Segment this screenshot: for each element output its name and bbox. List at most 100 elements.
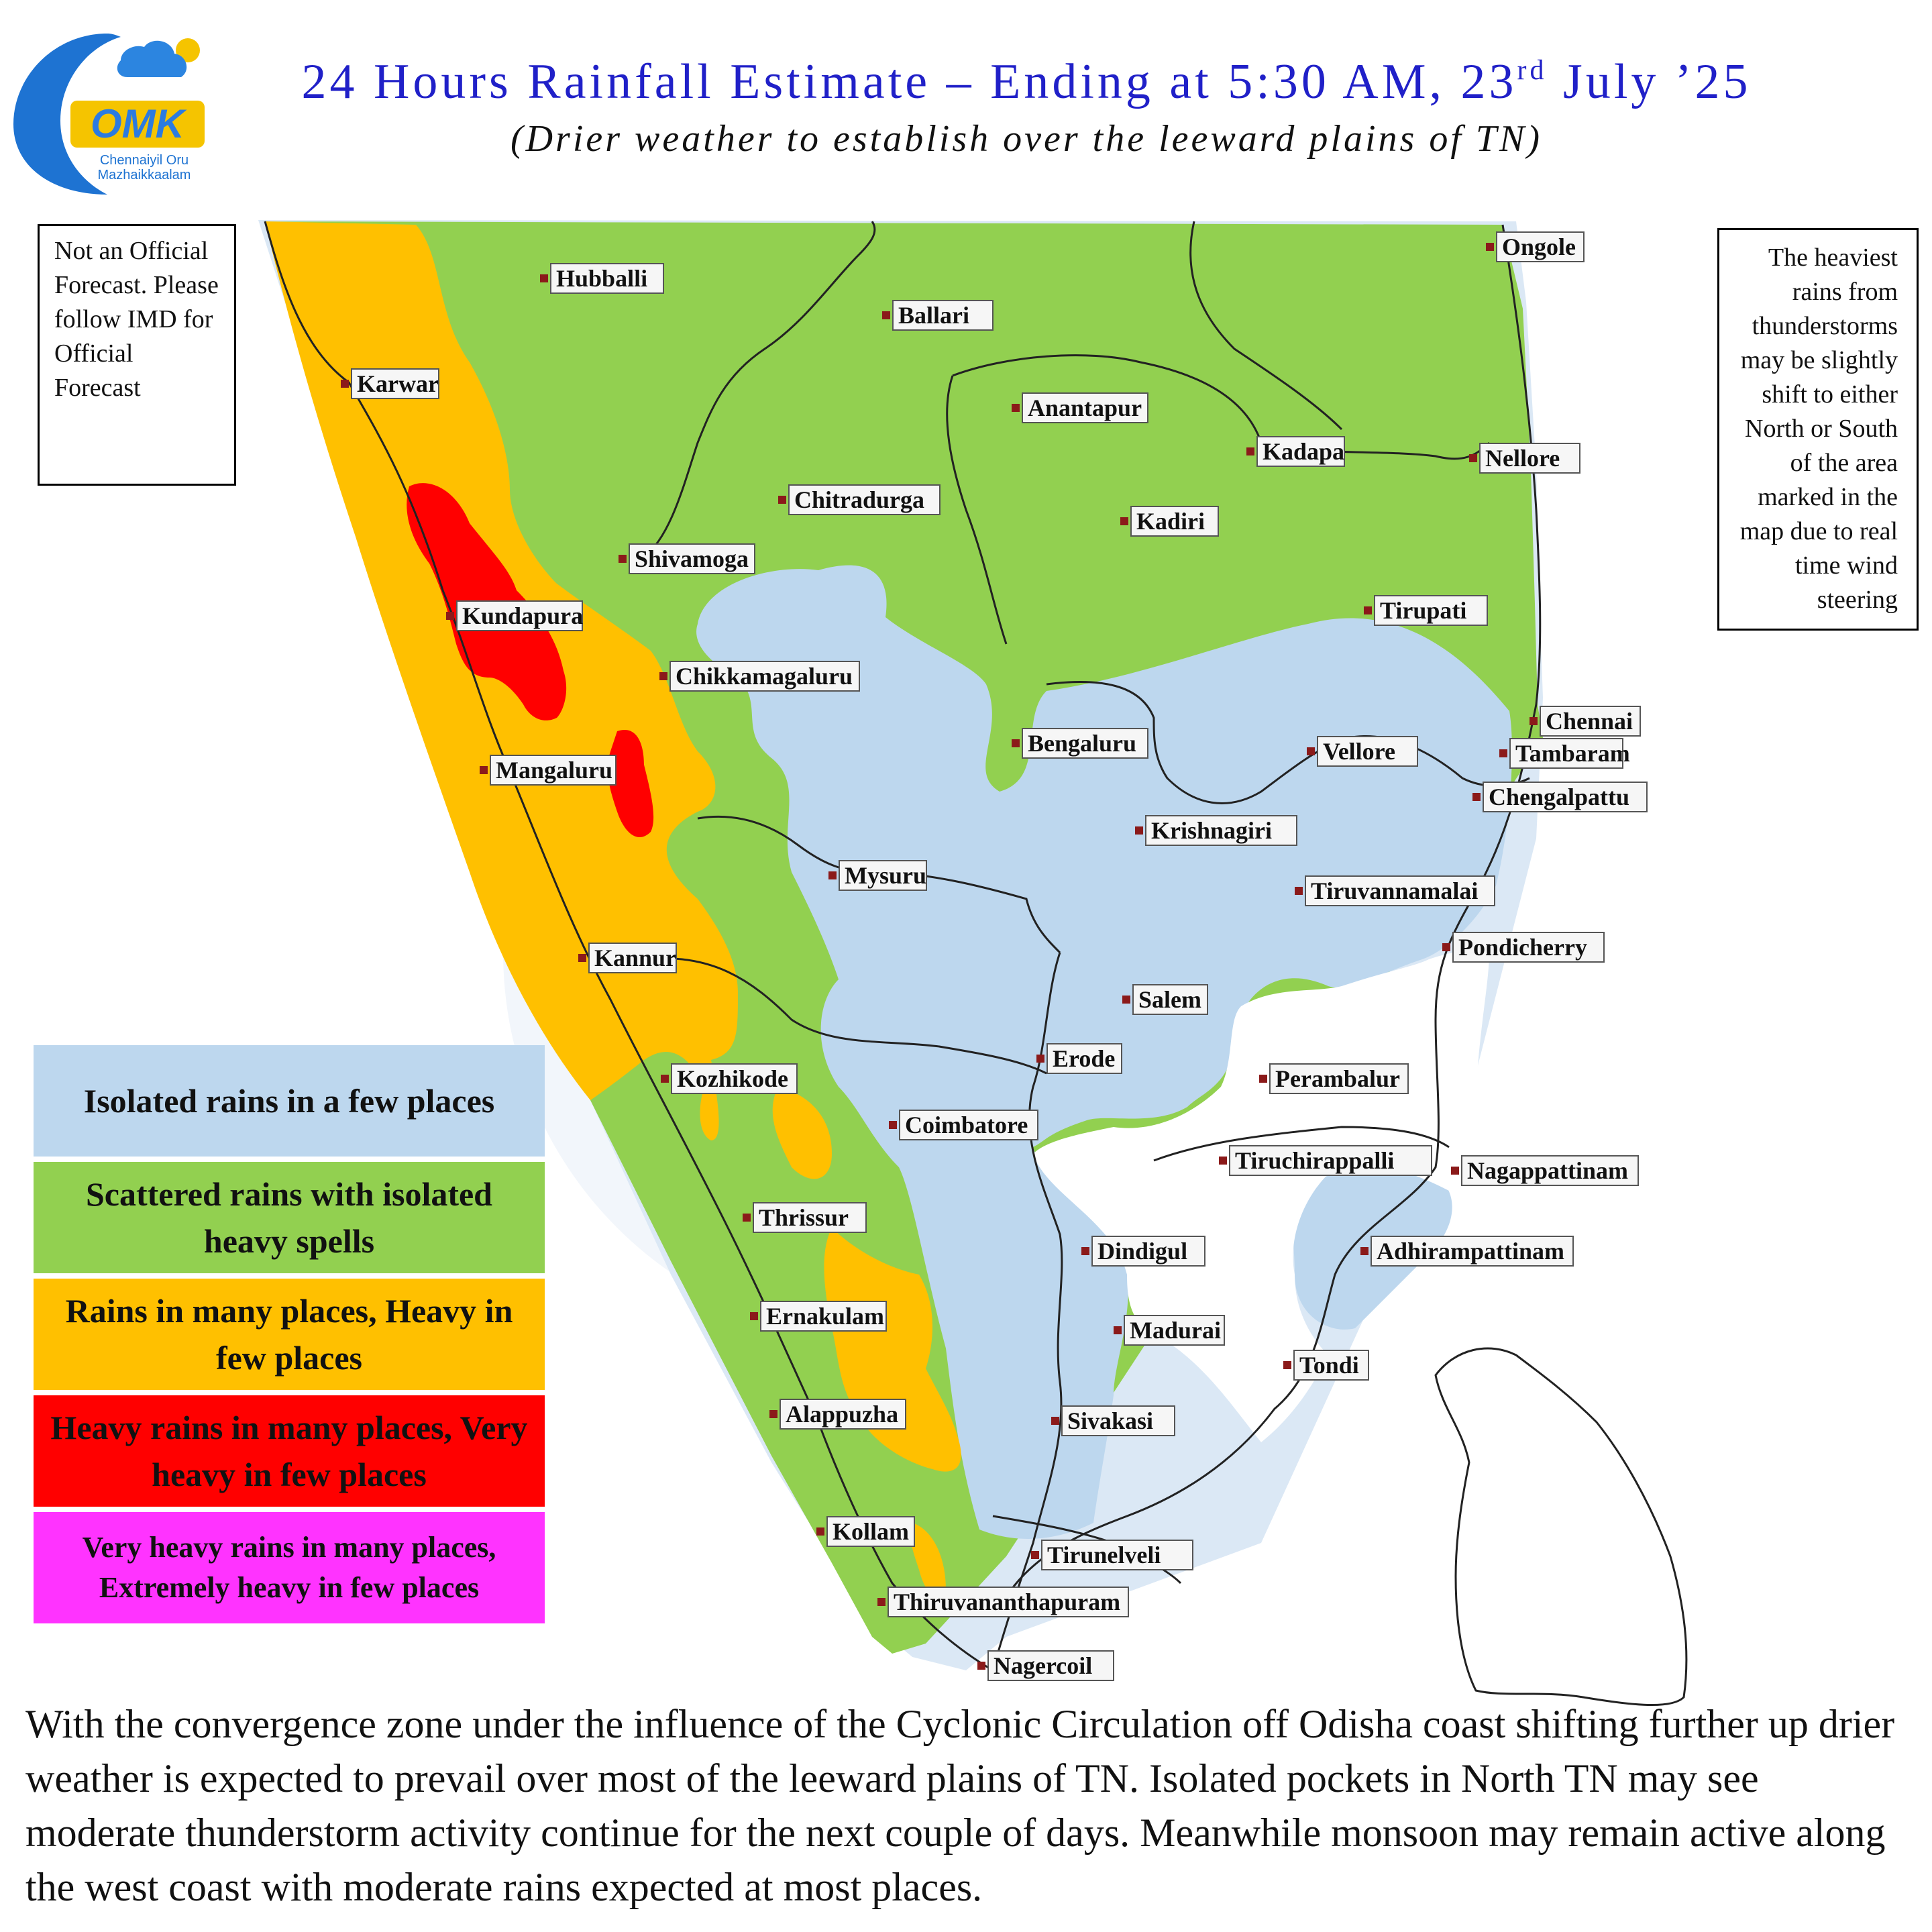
map-borders bbox=[264, 221, 1542, 1672]
city-thiruvananthapuram: Thiruvananthapuram bbox=[877, 1587, 1129, 1617]
city-label-box bbox=[1293, 1350, 1369, 1381]
city-label-box bbox=[780, 1399, 906, 1430]
city-marker-icon bbox=[480, 766, 488, 774]
city-marker-icon bbox=[578, 954, 586, 962]
city-nagappattinam: Nagappattinam bbox=[1451, 1155, 1639, 1186]
city-label: Kozhikode bbox=[677, 1065, 788, 1092]
title-date: July ’25 bbox=[1547, 54, 1752, 109]
city-label: Nagercoil bbox=[994, 1652, 1092, 1679]
city-shivamoga: Shivamoga bbox=[619, 543, 755, 574]
city-marker-icon bbox=[1036, 1055, 1044, 1063]
city-marker-icon bbox=[1219, 1157, 1227, 1165]
city-label-box bbox=[456, 600, 583, 631]
city-marker-icon bbox=[1529, 717, 1538, 725]
city-label: Erode bbox=[1053, 1045, 1115, 1072]
city-marker-icon bbox=[1364, 606, 1372, 614]
city-label-box bbox=[1091, 1236, 1205, 1267]
city-adhirampattinam: Adhirampattinam bbox=[1360, 1236, 1574, 1267]
city-label-box bbox=[1229, 1145, 1432, 1176]
city-label-box bbox=[1371, 1236, 1574, 1267]
city-marker-icon bbox=[882, 311, 890, 319]
city-marker-icon bbox=[1307, 747, 1315, 755]
city-chitradurga: Chitradurga bbox=[778, 484, 941, 515]
city-label: Ballari bbox=[898, 302, 969, 329]
city-label: Coimbatore bbox=[905, 1112, 1028, 1138]
city-label-box bbox=[1256, 436, 1345, 467]
city-label: Chikkamagaluru bbox=[676, 663, 853, 690]
city-label: Madurai bbox=[1130, 1317, 1221, 1344]
city-marker-icon bbox=[743, 1214, 751, 1222]
city-mysuru: Mysuru bbox=[828, 860, 927, 891]
city-label: Pondicherry bbox=[1458, 934, 1587, 961]
city-label-box bbox=[1374, 595, 1488, 626]
city-label-box bbox=[1317, 736, 1418, 767]
city-label: Tirunelveli bbox=[1047, 1542, 1161, 1568]
city-tambaram: Tambaram bbox=[1499, 738, 1630, 769]
city-marker-icon bbox=[1081, 1247, 1089, 1255]
city-label: Dindigul bbox=[1097, 1238, 1187, 1265]
sri-lanka-outline bbox=[1434, 1347, 1688, 1706]
city-erode: Erode bbox=[1036, 1043, 1122, 1074]
city-nagercoil: Nagercoil bbox=[977, 1650, 1114, 1681]
city-label-box bbox=[671, 1063, 798, 1094]
city-marker-icon bbox=[877, 1598, 885, 1606]
city-marker-icon bbox=[1295, 887, 1303, 895]
city-marker-icon bbox=[619, 555, 627, 563]
page-subtitle: (Drier weather to establish over the lee… bbox=[510, 118, 1543, 160]
city-label-box bbox=[1130, 506, 1219, 537]
city-label: Mangaluru bbox=[496, 757, 612, 784]
legend-item-many-places: Rains in many places, Heavy in few place… bbox=[34, 1279, 545, 1390]
city-label-box bbox=[1305, 875, 1495, 906]
city-mangaluru: Mangaluru bbox=[480, 755, 616, 786]
city-label: Chennai bbox=[1546, 708, 1633, 735]
legend-item-scattered: Scattered rains with isolated heavy spel… bbox=[34, 1162, 545, 1273]
city-label-box bbox=[1509, 738, 1623, 769]
city-label: Anantapur bbox=[1028, 394, 1142, 421]
page-title: 24 Hours Rainfall Estimate – Ending at 5… bbox=[241, 54, 1811, 111]
city-label: Alappuzha bbox=[786, 1401, 898, 1428]
omk-logo-icon: OMK Chennaiyil Oru Mazhaikkaalam bbox=[13, 34, 205, 195]
city-label-box bbox=[1540, 706, 1641, 737]
city-marker-icon bbox=[1283, 1361, 1291, 1369]
city-label-box bbox=[351, 368, 439, 399]
city-label: Chengalpattu bbox=[1489, 784, 1629, 810]
city-label-box bbox=[1022, 392, 1148, 423]
city-hubballi: Hubballi bbox=[540, 263, 664, 294]
city-kadapa: Kadapa bbox=[1246, 436, 1345, 467]
city-label: Shivamoga bbox=[635, 545, 749, 572]
city-kozhikode: Kozhikode bbox=[661, 1063, 798, 1094]
city-label: Tondi bbox=[1299, 1352, 1359, 1379]
city-marker-icon bbox=[1031, 1551, 1039, 1559]
city-label: Kundapura bbox=[462, 602, 583, 629]
city-ballari: Ballari bbox=[882, 300, 994, 331]
city-label: Kadiri bbox=[1136, 508, 1205, 535]
city-marker-icon bbox=[661, 1075, 669, 1083]
city-dindigul: Dindigul bbox=[1081, 1236, 1205, 1267]
city-label-box bbox=[1269, 1063, 1409, 1094]
legend-item-heavy: Heavy rains in many places, Very heavy i… bbox=[34, 1395, 545, 1507]
city-marker-icon bbox=[659, 672, 667, 680]
legend-item-isolated: Isolated rains in a few places bbox=[34, 1045, 545, 1157]
city-tiruchirappalli: Tiruchirappalli bbox=[1219, 1145, 1432, 1176]
city-kadiri: Kadiri bbox=[1120, 506, 1219, 537]
city-label-box bbox=[1496, 231, 1585, 262]
city-krishnagiri: Krishnagiri bbox=[1135, 815, 1297, 846]
city-label-box bbox=[788, 484, 941, 515]
city-label: Kannur bbox=[594, 945, 676, 971]
city-label-box bbox=[490, 755, 616, 786]
city-label: Tiruvannamalai bbox=[1311, 877, 1478, 904]
city-alappuzha: Alappuzha bbox=[769, 1399, 906, 1430]
city-label: Hubballi bbox=[556, 265, 647, 292]
legend: Isolated rains in a few places Scattered… bbox=[34, 1045, 545, 1629]
zone-heavy-rains-south bbox=[607, 730, 654, 838]
city-nellore: Nellore bbox=[1469, 443, 1580, 474]
zone-rains-kozhikode bbox=[772, 1087, 832, 1179]
city-label: Tambaram bbox=[1515, 740, 1630, 767]
city-marker-icon bbox=[1442, 943, 1450, 951]
city-label: Bengaluru bbox=[1028, 730, 1136, 757]
city-label: Mysuru bbox=[845, 862, 926, 889]
city-marker-icon bbox=[1051, 1417, 1059, 1425]
city-salem: Salem bbox=[1122, 984, 1208, 1015]
city-perambalur: Perambalur bbox=[1259, 1063, 1409, 1094]
city-label: Ongole bbox=[1502, 233, 1576, 260]
